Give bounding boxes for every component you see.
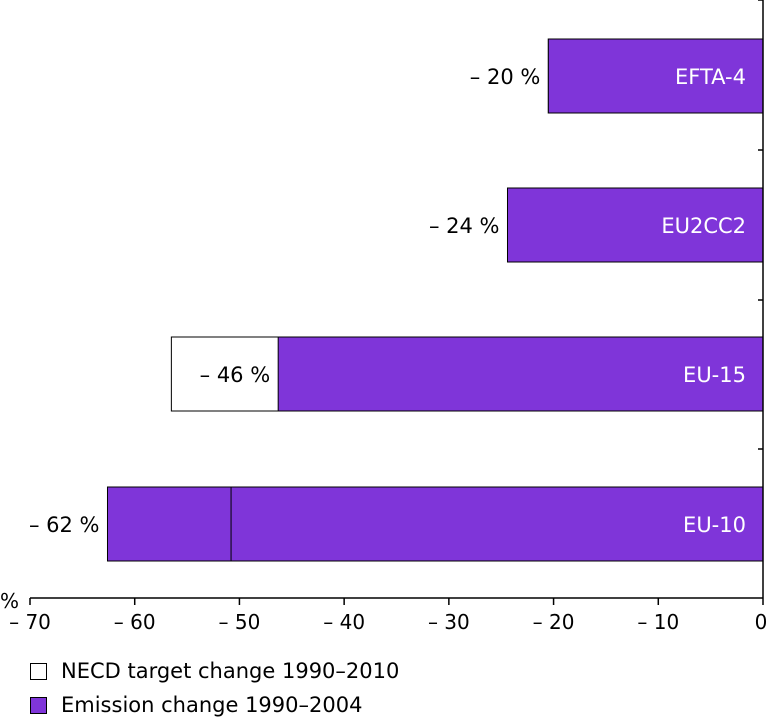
legend-swatch-target [30,662,47,680]
legend-label-emission: Emission change 1990–2004 [61,693,363,717]
x-tick-label: – 40 [323,610,365,634]
x-tick-label: – 50 [219,610,261,634]
legend: NECD target change 1990–2010 Emission ch… [30,654,399,722]
category-label-eu2cc2: EU2CC2 [661,214,746,238]
data-label-efta-4: – 20 % [470,65,541,89]
bars-layer: EFTA-4 – 20 % EU2CC2 – 24 % EU-15 – 46 % EU-10… [29,38,764,562]
category-label-eu-10: EU-10 [683,513,746,537]
bar-chart: EFTA-4 – 20 % EU2CC2 – 24 % EU-15 – 46 % EU-10… [0,0,767,634]
x-tick-label: – 20 [533,610,575,634]
data-label-eu2cc2: – 24 % [429,214,500,238]
category-label-eu-15: EU-15 [683,363,746,387]
legend-label-target: NECD target change 1990–2010 [61,659,400,683]
legend-item-target: NECD target change 1990–2010 [30,654,399,688]
x-axis-unit-label: % [0,589,19,613]
data-label-eu-10: – 62 % [29,513,100,537]
category-label-efta-4: EFTA-4 [675,65,746,89]
data-label-eu-15: – 46 % [200,363,271,387]
bar-emission-eu-15 [277,336,764,412]
axes-layer: – 70 – 60 – 50 – 40 – 30 – 20 – 10 0 [9,0,767,634]
x-tick-label: – 60 [114,610,156,634]
bar-emission-eu2cc2 [506,187,764,263]
bar-emission-eu-10 [106,486,764,562]
x-tick-label: – 70 [9,610,51,634]
legend-swatch-emission [30,696,47,714]
x-tick-label: 0 [755,610,768,634]
x-tick-label: – 30 [428,610,470,634]
x-tick-label: – 10 [637,610,679,634]
legend-item-emission: Emission change 1990–2004 [30,688,399,722]
bar-emission-efta-4 [547,38,764,114]
